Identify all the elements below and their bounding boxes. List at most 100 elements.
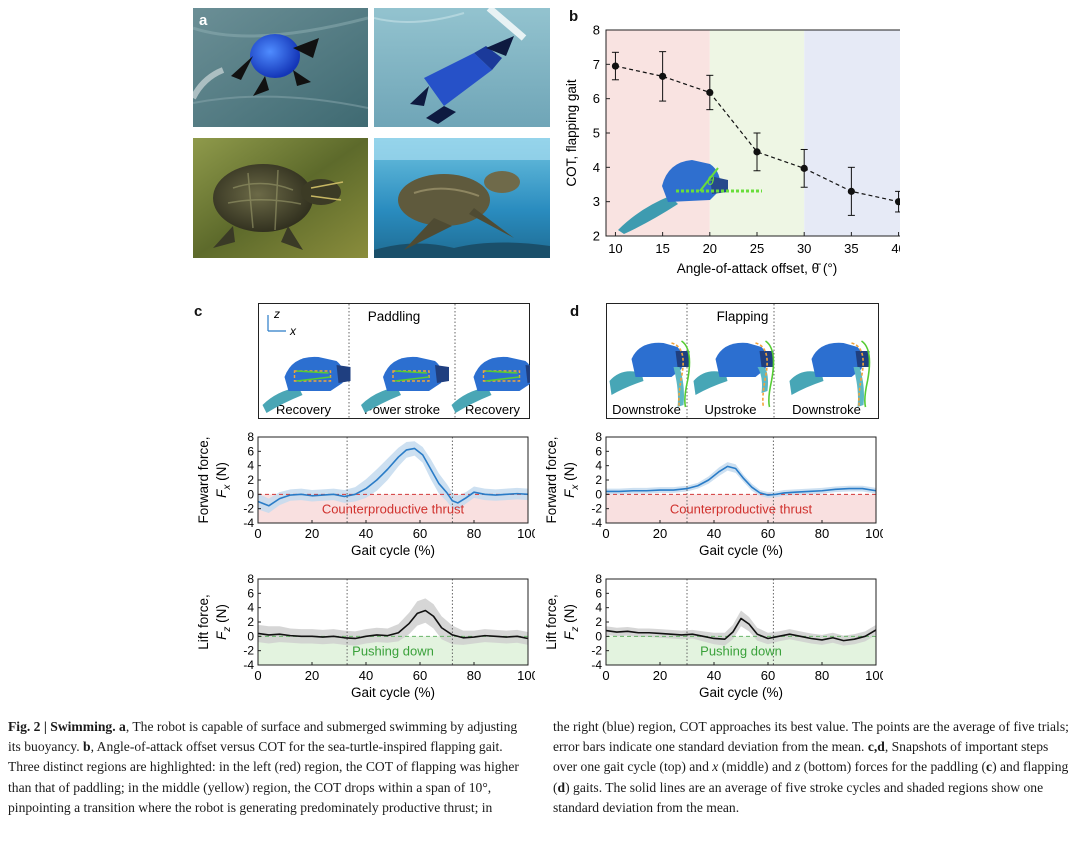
y-axis-symbol: F [214,631,229,640]
y-tick-label: 8 [247,572,254,586]
trajectory-arrow [394,370,430,382]
x-tick-label: 60 [413,526,427,541]
figure-caption-left: Fig. 2 | Swimming. a, The robot is capab… [8,717,526,818]
std-deviation-band [258,598,528,646]
photo-robot-surface [193,8,368,127]
x-tick-label: 40 [707,668,721,683]
snapshot-strip-paddling: Paddling Recovery Power stroke Recovery zx [258,303,530,419]
region-label: Pushing down [352,644,434,659]
x-tick-label: 0 [254,526,261,541]
snapshot-title: Flapping [717,309,769,324]
robot-head [525,365,530,383]
x-tick-label: 60 [413,668,427,683]
region-label: Pushing down [700,644,782,659]
snapshot-strip-flapping: Flapping Downstroke Upstroke Downstroke [606,303,879,419]
y-tick-label: -4 [591,658,602,672]
x-tick-label: 60 [761,668,775,683]
caption-var-x: x [712,759,719,775]
panel-letter-b: b [569,8,579,25]
y-axis-symbol: F [562,489,577,498]
y-axis-unit: (N) [562,604,577,627]
chart-cot-vs-angle: θ 2 3 4 5 6 7 8 10 15 20 25 30 35 40 COT, flapping gait… [564,23,900,276]
y-tick-label: 6 [247,586,254,600]
y-tick-label: 6 [593,91,600,106]
robot-head [435,365,449,383]
y-axis-label-line1: Forward force, [196,436,211,523]
snapshot-title: Paddling [368,309,421,324]
y-tick-label: 6 [595,586,602,600]
mean-force-line [606,465,877,496]
y-axis-label-line1: Forward force, [544,436,559,523]
phase-label: Power stroke [364,402,440,417]
x-tick-label: 80 [815,668,829,683]
x-tick-label: 40 [707,526,721,541]
y-axis-symbol: F [562,631,577,640]
x-tick-label: 100 [865,526,883,541]
std-deviation-band [606,462,876,498]
x-tick-label: 20 [653,668,667,683]
y-tick-label: 6 [595,444,602,458]
x-tick-label: 40 [359,668,373,683]
trajectory-path [392,370,430,382]
trajectory-path [293,370,332,382]
chart-paddling-lift-force: Pushing down-4-202468020406080100Gait cy… [196,572,535,700]
x-tick-label: 10 [608,241,622,256]
negative-region-band [606,494,876,523]
caption-text-8: ) gaits. The solid lines are an average … [553,779,1044,815]
x-tick-label: 100 [517,668,535,683]
robot-flipper [609,371,644,395]
region-label: Counterproductive thrust [670,502,813,517]
y-tick-label: -4 [591,516,602,530]
region-band-2 [804,30,900,236]
y-tick-label: 4 [247,459,254,473]
y-tick-label: 7 [593,57,600,72]
y-tick-label: 2 [595,615,602,629]
robot-head [336,365,351,383]
y-tick-label: 8 [593,23,600,38]
x-tick-label: 40 [359,526,373,541]
photo-robot-submerged [374,8,550,127]
inset-robot-illustration: θ [618,160,762,234]
x-tick-label: 80 [467,526,481,541]
y-axis-subscript: x [222,484,233,491]
panel-letter-c: c [194,303,203,320]
photo-turtle-freshwater [193,138,368,258]
trajectory-arrow [485,370,520,382]
photo-sea-turtle [374,138,550,258]
y-axis-label-line2: Fz (N) [214,604,233,640]
inset-flipper-shape [618,196,678,234]
y-tick-label: 8 [247,430,254,444]
x-tick-label: 100 [865,668,883,683]
coordinate-axes-indicator: zx [267,307,297,338]
trajectory-arrow [680,340,691,408]
robot-fin [853,367,864,407]
y-tick-label: 2 [593,229,600,244]
phase-label: Downstroke [612,402,681,417]
chart-flapping-lift-force: Pushing down-4-202468020406080100Gait cy… [544,572,883,700]
caption-text-3: the right (blue) region, COT approaches … [553,719,1069,755]
caption-var-z: z [794,759,801,775]
y-axis-subscript: z [222,627,233,633]
mean-force-line [605,617,877,642]
y-tick-label: 2 [595,473,602,487]
y-tick-label: 3 [593,194,600,209]
x-tick-label: 0 [602,668,609,683]
robot-snapshot-1 [693,340,775,408]
x-axis-label: Gait cycle (%) [699,685,783,700]
x-tick-label: 35 [844,241,858,256]
x-tick-label: 15 [655,241,669,256]
caption-text-6: (bottom) forces for the paddling ( [800,759,987,775]
y-tick-label: 8 [595,572,602,586]
z-axis-label: z [273,307,280,321]
figure-caption-right: the right (blue) region, COT approaches … [553,717,1071,818]
mean-force-line [257,447,529,507]
data-point [753,148,761,156]
x-tick-label: 80 [815,526,829,541]
x-tick-label: 80 [467,668,481,683]
trajectory-arrow [764,340,775,408]
y-tick-label: 0 [247,629,254,643]
x-tick-label: 0 [254,668,261,683]
y-axis-subscript: x [570,484,581,491]
